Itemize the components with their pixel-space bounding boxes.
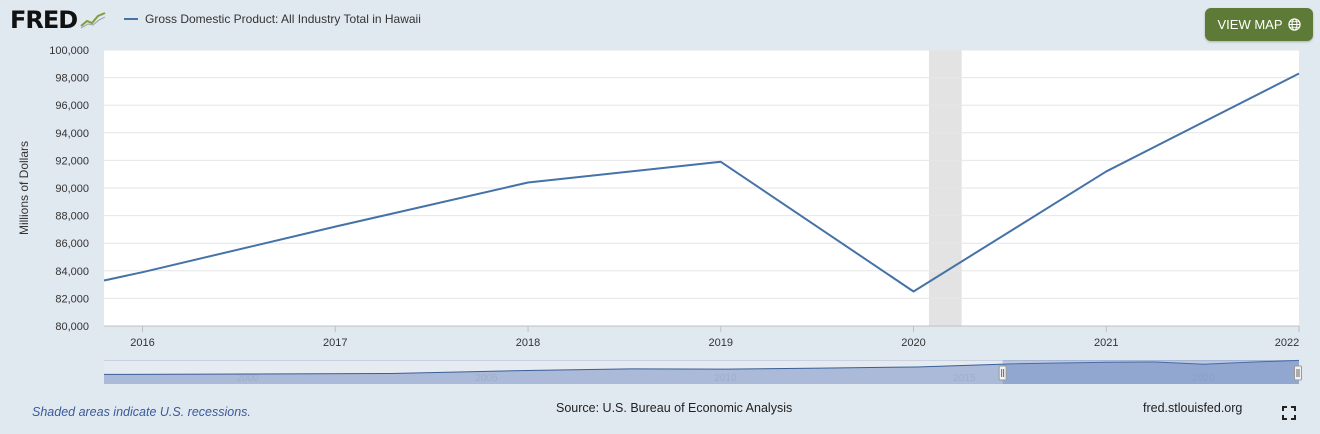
globe-icon [1287,18,1301,31]
x-tick-label: 2022 [1275,337,1299,349]
navigator[interactable]: 20002005201020152020 [103,359,1302,384]
y-tick-label: 82,000 [55,293,89,305]
series-line[interactable] [103,72,1300,293]
navigator-right-handle[interactable] [1294,365,1302,381]
navigator-left-handle[interactable] [998,365,1007,381]
view-map-label: VIEW MAP [1217,17,1283,32]
series [103,72,1300,293]
y-tick-label: 98,000 [55,73,89,85]
y-tick-label: 90,000 [55,183,89,195]
y-tick-label: 96,000 [55,100,89,112]
chart: 80,000 82,000 84,000 86,000 88,000 90,000 92,0… [17,45,1302,384]
navigator-selected-range[interactable] [1002,360,1299,384]
view-map-button[interactable]: VIEW MAP [1205,8,1313,41]
navigator-line [103,359,1300,375]
fred-logo[interactable]: FRED [10,6,107,34]
x-tick-label: 2019 [709,337,733,349]
y-tick-label: 80,000 [55,321,89,333]
x-tick-label: 2017 [323,337,347,349]
recession-note: Shaded areas indicate U.S. recessions. [32,405,251,419]
line-graph-icon [80,11,107,29]
site-link[interactable]: fred.stlouisfed.org [1143,401,1243,415]
fullscreen-icon[interactable] [1282,406,1296,420]
logo-text: FRED [10,6,78,34]
y-tick-label: 88,000 [55,211,89,223]
x-tick-label: 2020 [901,337,925,349]
x-tick-label: 2018 [516,337,540,349]
legend-swatch [124,18,138,20]
y-tick-label: 84,000 [55,266,89,278]
y-tick-label: 86,000 [55,238,89,250]
y-axis-label: Millions of Dollars [17,141,31,235]
y-axis-ticks: 80,000 82,000 84,000 86,000 88,000 90,000 92,0… [49,45,89,333]
legend-label: Gross Domestic Product: All Industry Tot… [145,12,421,26]
navigator-selection[interactable] [998,360,1302,384]
y-tick-label: 100,000 [49,45,89,57]
y-tick-label: 92,000 [55,155,89,167]
chart-legend: Gross Domestic Product: All Industry Tot… [124,12,421,26]
x-axis-ticks: 2016 2017 2018 2019 2020 2021 2022 [130,326,1300,349]
gridlines [104,49,1299,327]
source-text: Source: U.S. Bureau of Economic Analysis [556,401,793,415]
x-tick-label: 2021 [1094,337,1118,349]
y-tick-label: 94,000 [55,128,89,140]
x-tick-label: 2016 [130,337,154,349]
